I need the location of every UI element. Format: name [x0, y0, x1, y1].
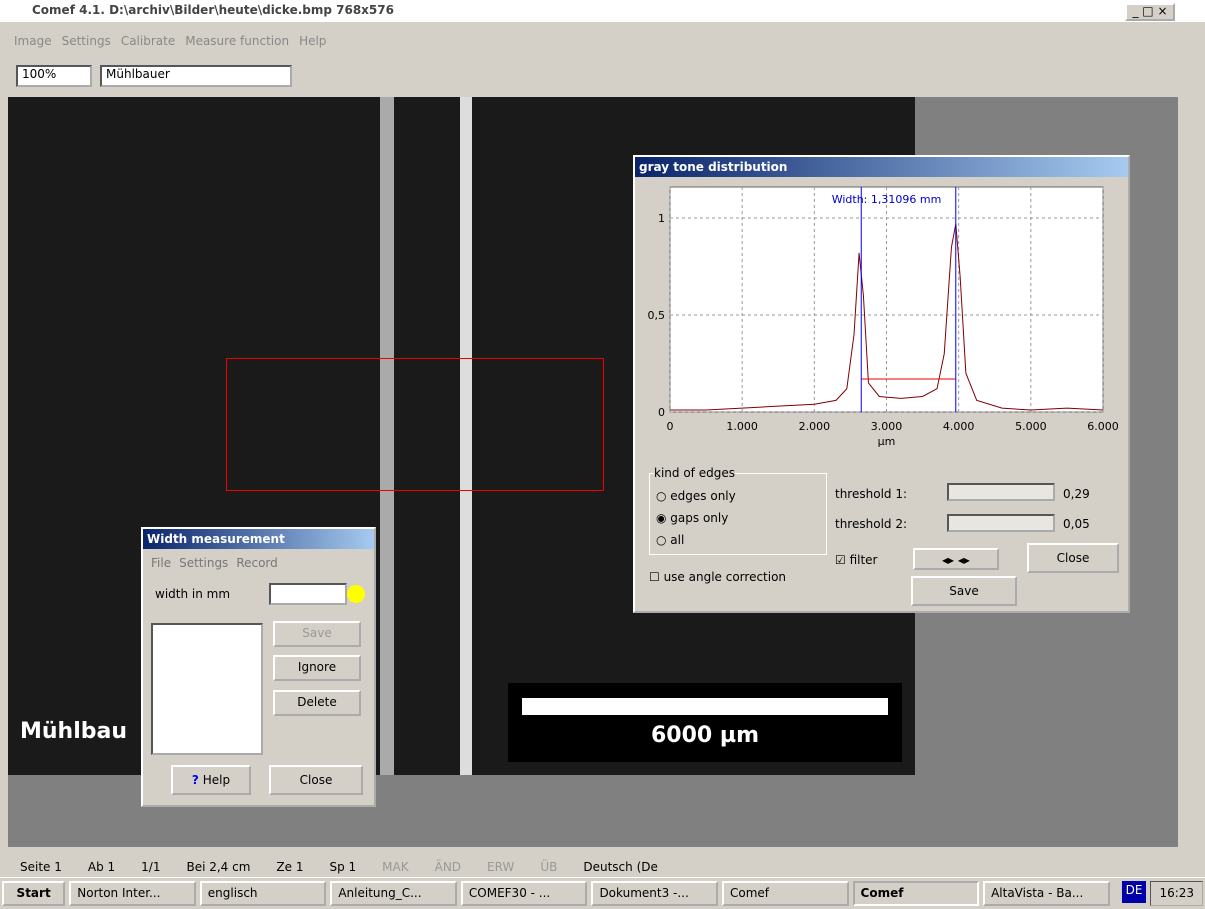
close-button[interactable]: Close — [1027, 543, 1119, 573]
chart-title: Width: 1,31096 mm — [832, 193, 942, 206]
x-tick-label: 1.000 — [726, 420, 758, 433]
x-tick-label: 4.000 — [943, 420, 975, 433]
menu-bar: File Settings Record — [151, 556, 286, 570]
dialog-title: Width measurement — [143, 529, 374, 549]
task-button[interactable]: englisch — [200, 881, 327, 906]
checkbox-label: use angle correction — [664, 570, 786, 584]
task-button[interactable]: Comef — [722, 881, 849, 906]
screen: Comef 4.1. D:\archiv\Bilder\heute\dicke.… — [0, 0, 1205, 909]
close-button[interactable]: Close — [269, 765, 363, 795]
label: threshold 2: — [835, 517, 907, 531]
clock: 16:23 — [1150, 881, 1203, 906]
gray-dialog: gray tone distribution 0 1.000 2.000 3.000 4… — [633, 155, 1130, 613]
x-tick-label: 0 — [667, 420, 674, 433]
checkbox[interactable]: ☐ use angle correction — [649, 570, 786, 584]
menu-item[interactable]: Settings — [179, 556, 228, 570]
radio-label: edges only — [670, 489, 735, 503]
menu-item[interactable]: Record — [236, 556, 277, 570]
y-tick-label: 0 — [658, 406, 665, 419]
status-item: 1/1 — [141, 860, 160, 877]
x-axis-label: µm — [878, 435, 896, 448]
value: 0,29 — [1063, 487, 1090, 501]
save-button[interactable]: Save — [273, 621, 361, 647]
status-item: MAK — [382, 860, 408, 877]
status-item: ÄND — [435, 860, 461, 877]
status-item: ERW — [487, 860, 514, 877]
menu-item[interactable]: File — [151, 556, 171, 570]
checkbox-label: filter — [850, 553, 878, 567]
menu-bar: Image Settings Calibrate Measure function He… — [14, 34, 336, 48]
status-item: Bei 2,4 cm — [186, 860, 250, 877]
slider[interactable] — [947, 483, 1055, 501]
save-button[interactable]: Save — [911, 576, 1017, 606]
status-bar: Seite 1 Ab 1 1/1 Bei 2,4 cm Ze 1 Sp 1 MAK ÄND ER… — [0, 858, 1205, 877]
delete-button[interactable]: Delete — [273, 690, 361, 716]
menu-item[interactable]: Measure function — [185, 34, 289, 48]
slider[interactable] — [947, 514, 1055, 532]
width-dialog: Width measurement File Settings Record wid… — [141, 527, 376, 807]
image-label: Mühlbau — [20, 719, 127, 744]
stepper[interactable]: ◂▸ ◂▸ — [913, 548, 999, 570]
chart: 0 1.000 2.000 3.000 4.000 5.000 6.000 0 0,5 1 µm Wi… — [635, 179, 1128, 464]
scale-bar — [522, 698, 888, 715]
radio[interactable]: ◉ gaps only — [656, 511, 728, 525]
profile-select[interactable]: Mühlbauer — [100, 65, 292, 87]
dialog-title: gray tone distribution — [635, 157, 1128, 177]
radio-label: gaps only — [670, 511, 728, 525]
zoom-select[interactable]: 100% — [16, 65, 92, 87]
y-tick-label: 1 — [658, 212, 665, 225]
status-item: Seite 1 — [20, 860, 62, 877]
status-item: ÜB — [540, 860, 557, 877]
task-button[interactable]: Norton Inter... — [69, 881, 196, 906]
label: width in mm — [155, 587, 230, 601]
checkbox[interactable]: ☑ filter — [835, 553, 878, 567]
menu-item[interactable]: Image — [14, 34, 52, 48]
start-button[interactable]: Start — [2, 881, 65, 906]
scale-label: 6000 µm — [508, 723, 902, 748]
value: 0,05 — [1063, 517, 1090, 531]
status-item: Deutsch (De — [583, 860, 658, 877]
task-button[interactable]: Comef — [853, 881, 980, 906]
status-light — [347, 585, 365, 603]
task-button[interactable]: Dokument3 -... — [591, 881, 718, 906]
task-button[interactable]: COMEF30 - ... — [461, 881, 588, 906]
width-field[interactable] — [269, 583, 347, 605]
language[interactable]: DE — [1122, 881, 1147, 903]
roi — [226, 358, 604, 491]
task-button[interactable]: AltaVista - Ba... — [983, 881, 1110, 906]
scale-box: 6000 µm — [508, 683, 902, 762]
group-label: kind of edges — [654, 466, 735, 480]
task-button[interactable]: Anleitung_C... — [330, 881, 457, 906]
window-title: Comef 4.1. D:\archiv\Bilder\heute\dicke.… — [0, 0, 1205, 22]
help-button[interactable]: ? Help — [171, 765, 251, 795]
label: threshold 1: — [835, 487, 907, 501]
y-tick-label: 0,5 — [648, 309, 666, 322]
edge-group: kind of edges ○ edges only ◉ gaps only ○… — [649, 473, 827, 555]
window-controls[interactable]: _ □ × — [1125, 3, 1175, 21]
plot-area — [670, 187, 1103, 412]
button-label: Help — [203, 773, 230, 787]
menu-item[interactable]: Help — [299, 34, 326, 48]
menu-item[interactable]: Settings — [62, 34, 111, 48]
radio-label: all — [670, 533, 684, 547]
x-tick-label: 2.000 — [799, 420, 831, 433]
status-item: Sp 1 — [329, 860, 356, 877]
radio[interactable]: ○ edges only — [656, 489, 736, 503]
result-list[interactable] — [151, 623, 263, 755]
x-tick-label: 6.000 — [1087, 420, 1119, 433]
status-item: Ze 1 — [276, 860, 303, 877]
ignore-button[interactable]: Ignore — [273, 655, 361, 681]
radio[interactable]: ○ all — [656, 533, 684, 547]
status-item: Ab 1 — [88, 860, 115, 877]
x-tick-label: 5.000 — [1015, 420, 1047, 433]
x-tick-label: 3.000 — [871, 420, 903, 433]
menu-item[interactable]: Calibrate — [121, 34, 175, 48]
